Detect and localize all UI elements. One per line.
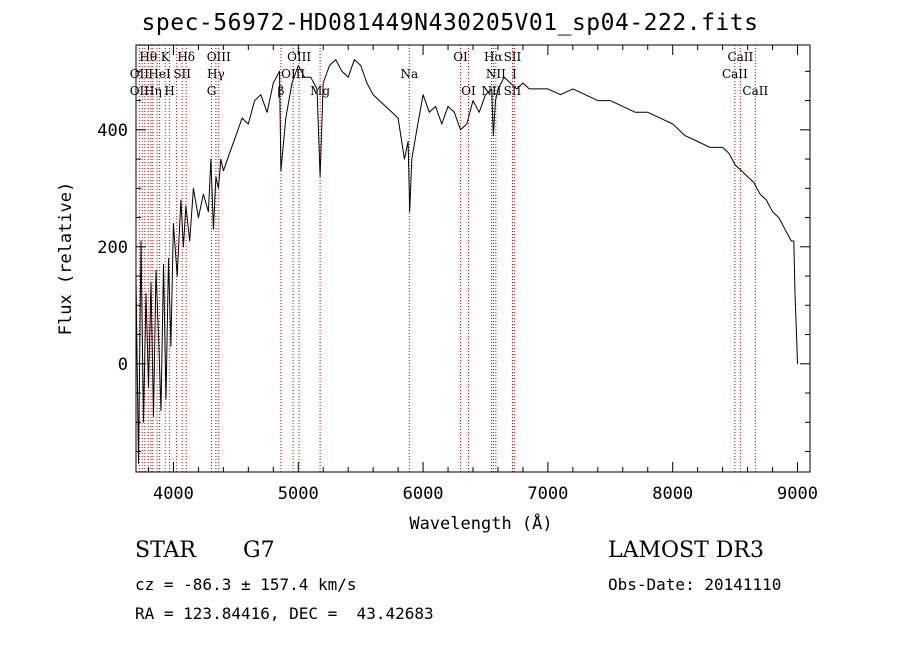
line-label: H	[164, 84, 174, 98]
x-tick-label: 7000	[527, 484, 568, 504]
line-label: CaII	[742, 84, 768, 98]
line-label: OII	[130, 67, 150, 81]
obs-date: Obs-Date: 20141110	[608, 575, 782, 594]
line-label: β	[277, 84, 284, 98]
line-label: Mg	[310, 84, 330, 98]
x-axis-label: Wavelength (Å)	[409, 512, 552, 534]
y-axis-label: Flux (relative)	[56, 182, 76, 336]
redshift-line: cz = -86.3 ± 157.4 km/s	[135, 575, 357, 594]
ra-dec: RA = 123.84416, DEC = 43.42683	[135, 604, 434, 623]
line-label: I	[512, 67, 517, 81]
x-tick-label: 5000	[278, 484, 319, 504]
x-tick-label: 8000	[652, 484, 693, 504]
line-label: OI	[453, 50, 468, 64]
y-tick-label: 0	[118, 355, 128, 375]
line-label: K	[161, 50, 171, 64]
survey-name: LAMOST DR3	[608, 538, 764, 563]
line-label: Hγ	[207, 67, 225, 81]
line-label: Hα	[484, 50, 503, 64]
line-label: CaII	[722, 67, 748, 81]
line-label: SII	[504, 50, 522, 64]
line-label: SII	[173, 67, 191, 81]
flux-series	[135, 59, 798, 464]
y-tick-label: 200	[97, 238, 128, 258]
line-label: Na	[401, 67, 419, 81]
y-tick-label: 400	[97, 121, 128, 141]
line-label: NII	[481, 84, 501, 98]
line-label: OIII	[281, 67, 305, 81]
line-label: OIII	[207, 50, 231, 64]
line-label: OII	[130, 84, 150, 98]
x-tick-label: 6000	[403, 484, 444, 504]
line-label: SII	[504, 84, 522, 98]
line-label: OI	[461, 84, 476, 98]
line-label: OIII	[287, 50, 311, 64]
line-label: Hη	[144, 84, 162, 98]
subclass: G7	[243, 538, 275, 563]
line-label: CaII	[727, 50, 753, 64]
spectral-line-markers	[138, 45, 756, 472]
line-label: Hδ	[177, 50, 195, 64]
chart-title: spec-56972-HD081449N430205V01_sp04-222.f…	[141, 10, 759, 36]
line-label: G	[207, 84, 217, 98]
series-line-flux	[135, 59, 798, 464]
x-tick-label: 4000	[153, 484, 194, 504]
object-class: STAR	[135, 538, 196, 563]
line-label: NII	[486, 67, 506, 81]
x-tick-label: 9000	[777, 484, 818, 504]
axes: 4000 5000 6000 7000 8000 9000 0 200 400 Wavelengt…	[56, 45, 818, 534]
line-label: HeI	[148, 67, 171, 81]
line-label: Hθ	[139, 50, 157, 64]
plot-frame	[135, 44, 811, 473]
